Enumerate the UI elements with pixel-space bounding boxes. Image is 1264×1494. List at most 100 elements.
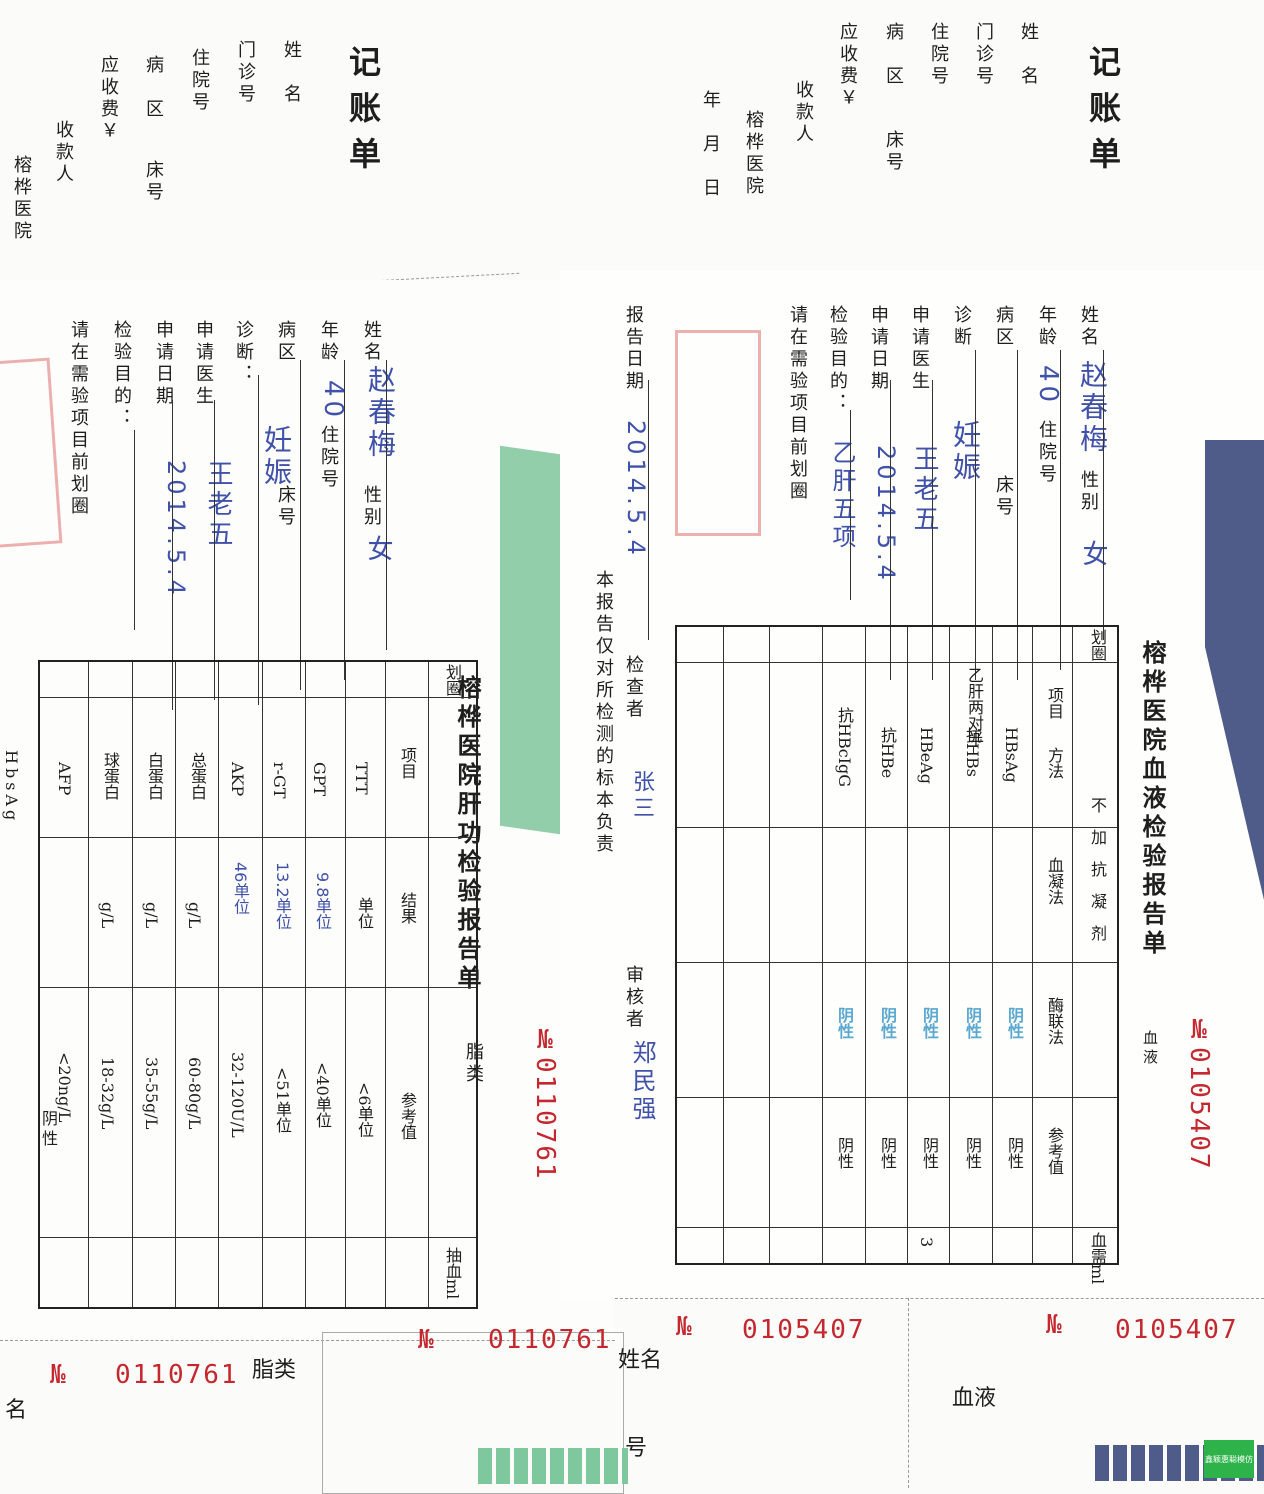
- blood-bed-label: 床号: [993, 475, 1014, 519]
- row-item: 抗HBe: [878, 727, 897, 779]
- blood-report: 姓名 赵春梅 性别 女 年龄 40 住院号 病区 床号 诊断 妊娠 申请医生 王…: [560, 270, 1264, 1300]
- blood-name-label: 姓名: [1078, 305, 1099, 349]
- liver-bed-label: 床号: [275, 485, 296, 529]
- blood-ward-line: [1017, 350, 1018, 680]
- bottom-name-label-2: 姓名: [618, 1348, 663, 1373]
- row-ref: <51单位: [273, 1067, 292, 1133]
- liver-sex-value: 女: [363, 535, 393, 565]
- blood-results-table: 划圈 项目 方法 不 加 抗 凝 剂 血凝法 酶联法 参考值 血需ml 乙肝两对…: [675, 625, 1119, 1284]
- liver-ward-label: 病区: [275, 320, 296, 364]
- liver-doctor-label: 申请医生: [193, 320, 214, 408]
- liver-date-line: [172, 400, 173, 710]
- group-label: 乙肝两对半: [965, 667, 984, 747]
- row-result: g/L: [185, 902, 204, 929]
- top-slip-left: 记账单 姓 名 门诊号 住院号 病 区 床号 应收费￥ 收款人 榕桦医院: [0, 0, 560, 320]
- col-line-7: [822, 627, 823, 1263]
- row-ref: 18-32g/L: [98, 1057, 117, 1130]
- col-line-6: [865, 627, 866, 1263]
- blood-diagnosis-label: 诊断: [951, 305, 972, 349]
- reviewer-value: 郑民强: [628, 1040, 656, 1124]
- blood-diagnosis-line: [975, 350, 976, 680]
- hdr-line-1: [40, 697, 476, 698]
- row-result: 13.2单位: [273, 862, 292, 930]
- hdr-line-4: [677, 1097, 1117, 1098]
- row-item: AKP: [228, 762, 247, 797]
- row-elisa: 阴性: [963, 1007, 982, 1039]
- slip2-field-ward: 病 区: [883, 22, 904, 88]
- liver-age-value: 40: [318, 380, 348, 422]
- reviewer-label: 审核者: [623, 965, 644, 1031]
- blood-sex-value: 女: [1078, 540, 1108, 570]
- slip-field-name: 姓 名: [281, 40, 302, 106]
- row-item: r-GT: [270, 762, 289, 799]
- bottom-number-2: 0110761: [488, 1325, 612, 1355]
- green-barcode-strip: [478, 1448, 628, 1484]
- liver-purpose-label: 检验目的：: [111, 320, 132, 430]
- blood-diagnosis-value: 妊娠: [949, 420, 982, 484]
- row-elisa: 阴性: [1005, 1007, 1024, 1039]
- slip2-hospital: 榕桦医院: [743, 110, 764, 198]
- watermark-badge: 鑫颖惠聪模仿: [1204, 1440, 1254, 1478]
- slip-hospital: 榕桦医院: [11, 155, 32, 243]
- blood-report-number: №0105407: [1184, 1015, 1214, 1171]
- liver-date-value: 2014.5.4: [162, 460, 190, 599]
- col-header-elisa: 酶联法: [1045, 997, 1064, 1045]
- liver-category: 脂类: [463, 1042, 484, 1086]
- blood-report-title: 榕桦医院血液检验报告单: [1138, 640, 1167, 959]
- bottom-tear-line-right: [615, 1298, 1264, 1299]
- slip-bed: 床号: [143, 160, 164, 204]
- blood-sex-label: 性别: [1078, 470, 1099, 514]
- bottom-category-1: 脂类: [252, 1358, 297, 1383]
- blood-purpose-line: [850, 410, 851, 600]
- blood-date-label: 申请日期: [868, 305, 889, 393]
- col-header-circle: 划圈: [1088, 629, 1107, 661]
- blood-doctor-value: 王老五: [909, 445, 939, 535]
- liver-date-label: 申请日期: [153, 320, 174, 408]
- col-line-9: [723, 627, 724, 1263]
- blood-purpose-value: 乙肝五项: [828, 440, 856, 552]
- blood-name-value: 赵春梅: [1076, 360, 1109, 456]
- hospital-seal-stamp-2: [675, 330, 761, 536]
- col-header-no-anticoag: 不 加 抗 凝 剂: [1088, 797, 1107, 941]
- row-item: 抗HBcIgG: [835, 707, 854, 788]
- row-elisa: 阴性: [920, 1007, 939, 1039]
- row-item: GPT: [310, 762, 329, 797]
- slip2-field-outpatient: 门诊号: [973, 22, 994, 88]
- blood-inpatient-label: 住院号: [1036, 420, 1057, 486]
- col-header-method: 方法: [1045, 747, 1064, 779]
- row-result: 单位: [355, 897, 374, 929]
- liver-name-value: 赵春梅: [364, 365, 397, 461]
- slip2-date: 年 月 日: [700, 90, 721, 200]
- row-item: AFP: [55, 762, 74, 796]
- bottom-number-4: 0105407: [1115, 1315, 1239, 1345]
- hdr-line-2: [40, 837, 476, 838]
- liver-instruction: 请在需验项目前划圈: [68, 320, 89, 518]
- col-line-6: [175, 662, 176, 1307]
- bottom-no-sign-1: №: [50, 1360, 68, 1390]
- report-date-value: 2014.5.4: [622, 420, 650, 559]
- blood-name-line: [1103, 350, 1104, 640]
- row-ref: 35-55g/L: [142, 1057, 161, 1130]
- liver-diagnosis-line: [258, 375, 259, 705]
- liver-name-label: 姓名: [361, 320, 382, 364]
- col-line-1: [385, 662, 386, 1307]
- bottom-number-1: 0110761: [115, 1360, 239, 1390]
- row-ref: 阴性: [878, 1137, 897, 1169]
- col-header-blood: 抽血ml: [443, 1247, 462, 1300]
- row-item: HBeAg: [917, 727, 936, 784]
- col-header-result: 结果: [398, 892, 417, 924]
- row-result: g/L: [98, 902, 117, 929]
- slip2-field-inpatient: 住院号: [928, 22, 949, 88]
- blood-instruction: 请在需验项目前划圈: [787, 305, 808, 503]
- slip-field-fee: 应收费￥: [98, 55, 119, 143]
- col-header-ref: 参考值: [398, 1092, 417, 1140]
- blood-age-value: 40: [1033, 365, 1063, 407]
- watermark-text: 鑫颖惠聪模仿: [1205, 1454, 1253, 1464]
- liver-age-label: 年龄: [318, 320, 339, 364]
- row-item: 球蛋白: [101, 752, 120, 800]
- hdr-line-4: [40, 1237, 476, 1238]
- blood-doctor-line: [932, 380, 933, 680]
- bottom-name-label-1: 名: [5, 1398, 28, 1423]
- hdr-line-1: [677, 662, 1117, 663]
- col-header-blood: 血需ml: [1088, 1232, 1107, 1285]
